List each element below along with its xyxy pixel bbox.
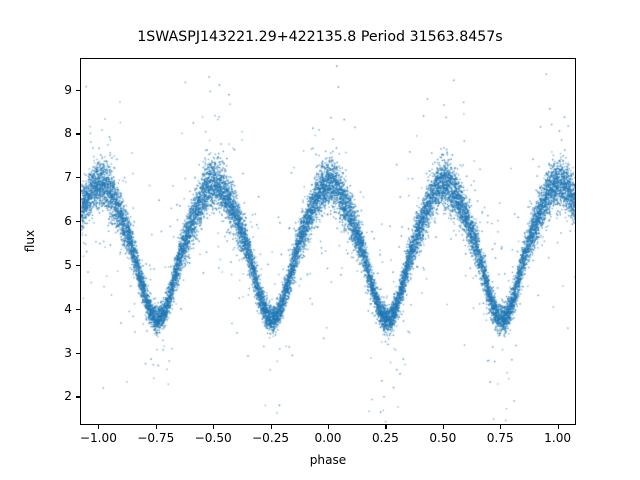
x-axis-tick-mark — [328, 425, 330, 429]
x-axis-tick-label: −0.75 — [137, 431, 175, 445]
x-axis-tick-mark — [385, 425, 387, 429]
y-axis-tick-label: 2 — [64, 389, 72, 404]
x-axis-tick-label: 0.00 — [314, 431, 342, 445]
y-axis-tick-mark — [76, 264, 80, 267]
x-axis-tick-label: 1.00 — [544, 431, 572, 445]
y-axis-tick-label: 3 — [64, 345, 72, 360]
x-axis-tick-mark — [270, 425, 272, 429]
x-axis-tick-mark — [213, 425, 215, 429]
y-axis-tick-mark — [76, 221, 80, 223]
x-axis-tick-mark — [155, 425, 157, 429]
x-axis-tick-label: −1.00 — [79, 431, 117, 445]
y-axis-tick-label: 5 — [64, 257, 72, 272]
y-axis-tick-label: 4 — [64, 301, 72, 316]
x-axis-tick-mark — [98, 425, 100, 429]
y-axis-tick-label: 9 — [64, 82, 72, 97]
y-axis-tick-mark — [76, 133, 80, 135]
y-axis-tick-mark — [76, 177, 80, 179]
x-axis-tick-label: 0.50 — [429, 431, 457, 445]
y-axis-tick-label: 8 — [64, 126, 72, 141]
x-axis-tick-label: −0.50 — [194, 431, 232, 445]
y-axis-tick-mark — [76, 89, 80, 91]
y-axis-tick-mark — [76, 352, 80, 354]
y-axis-tick-mark — [76, 396, 80, 398]
plot-axes-area — [80, 58, 576, 425]
x-axis-tick-label: −0.25 — [252, 431, 290, 445]
y-axis-tick-label: 6 — [64, 214, 72, 229]
x-axis-tick-mark — [442, 425, 444, 429]
x-axis-tick-label: 0.25 — [371, 431, 399, 445]
y-axis-label: flux — [23, 229, 37, 253]
x-axis-label: phase — [309, 453, 347, 467]
x-axis-tick-mark — [557, 425, 559, 429]
y-axis-tick-label: 7 — [64, 170, 72, 185]
scatter-plot-points — [81, 59, 575, 424]
chart-title: 1SWASPJ143221.29+422135.8 Period 31563.8… — [137, 29, 503, 45]
x-axis-tick-label: 0.75 — [486, 431, 514, 445]
x-axis-tick-mark — [500, 425, 502, 429]
y-axis-tick-mark — [76, 308, 80, 310]
